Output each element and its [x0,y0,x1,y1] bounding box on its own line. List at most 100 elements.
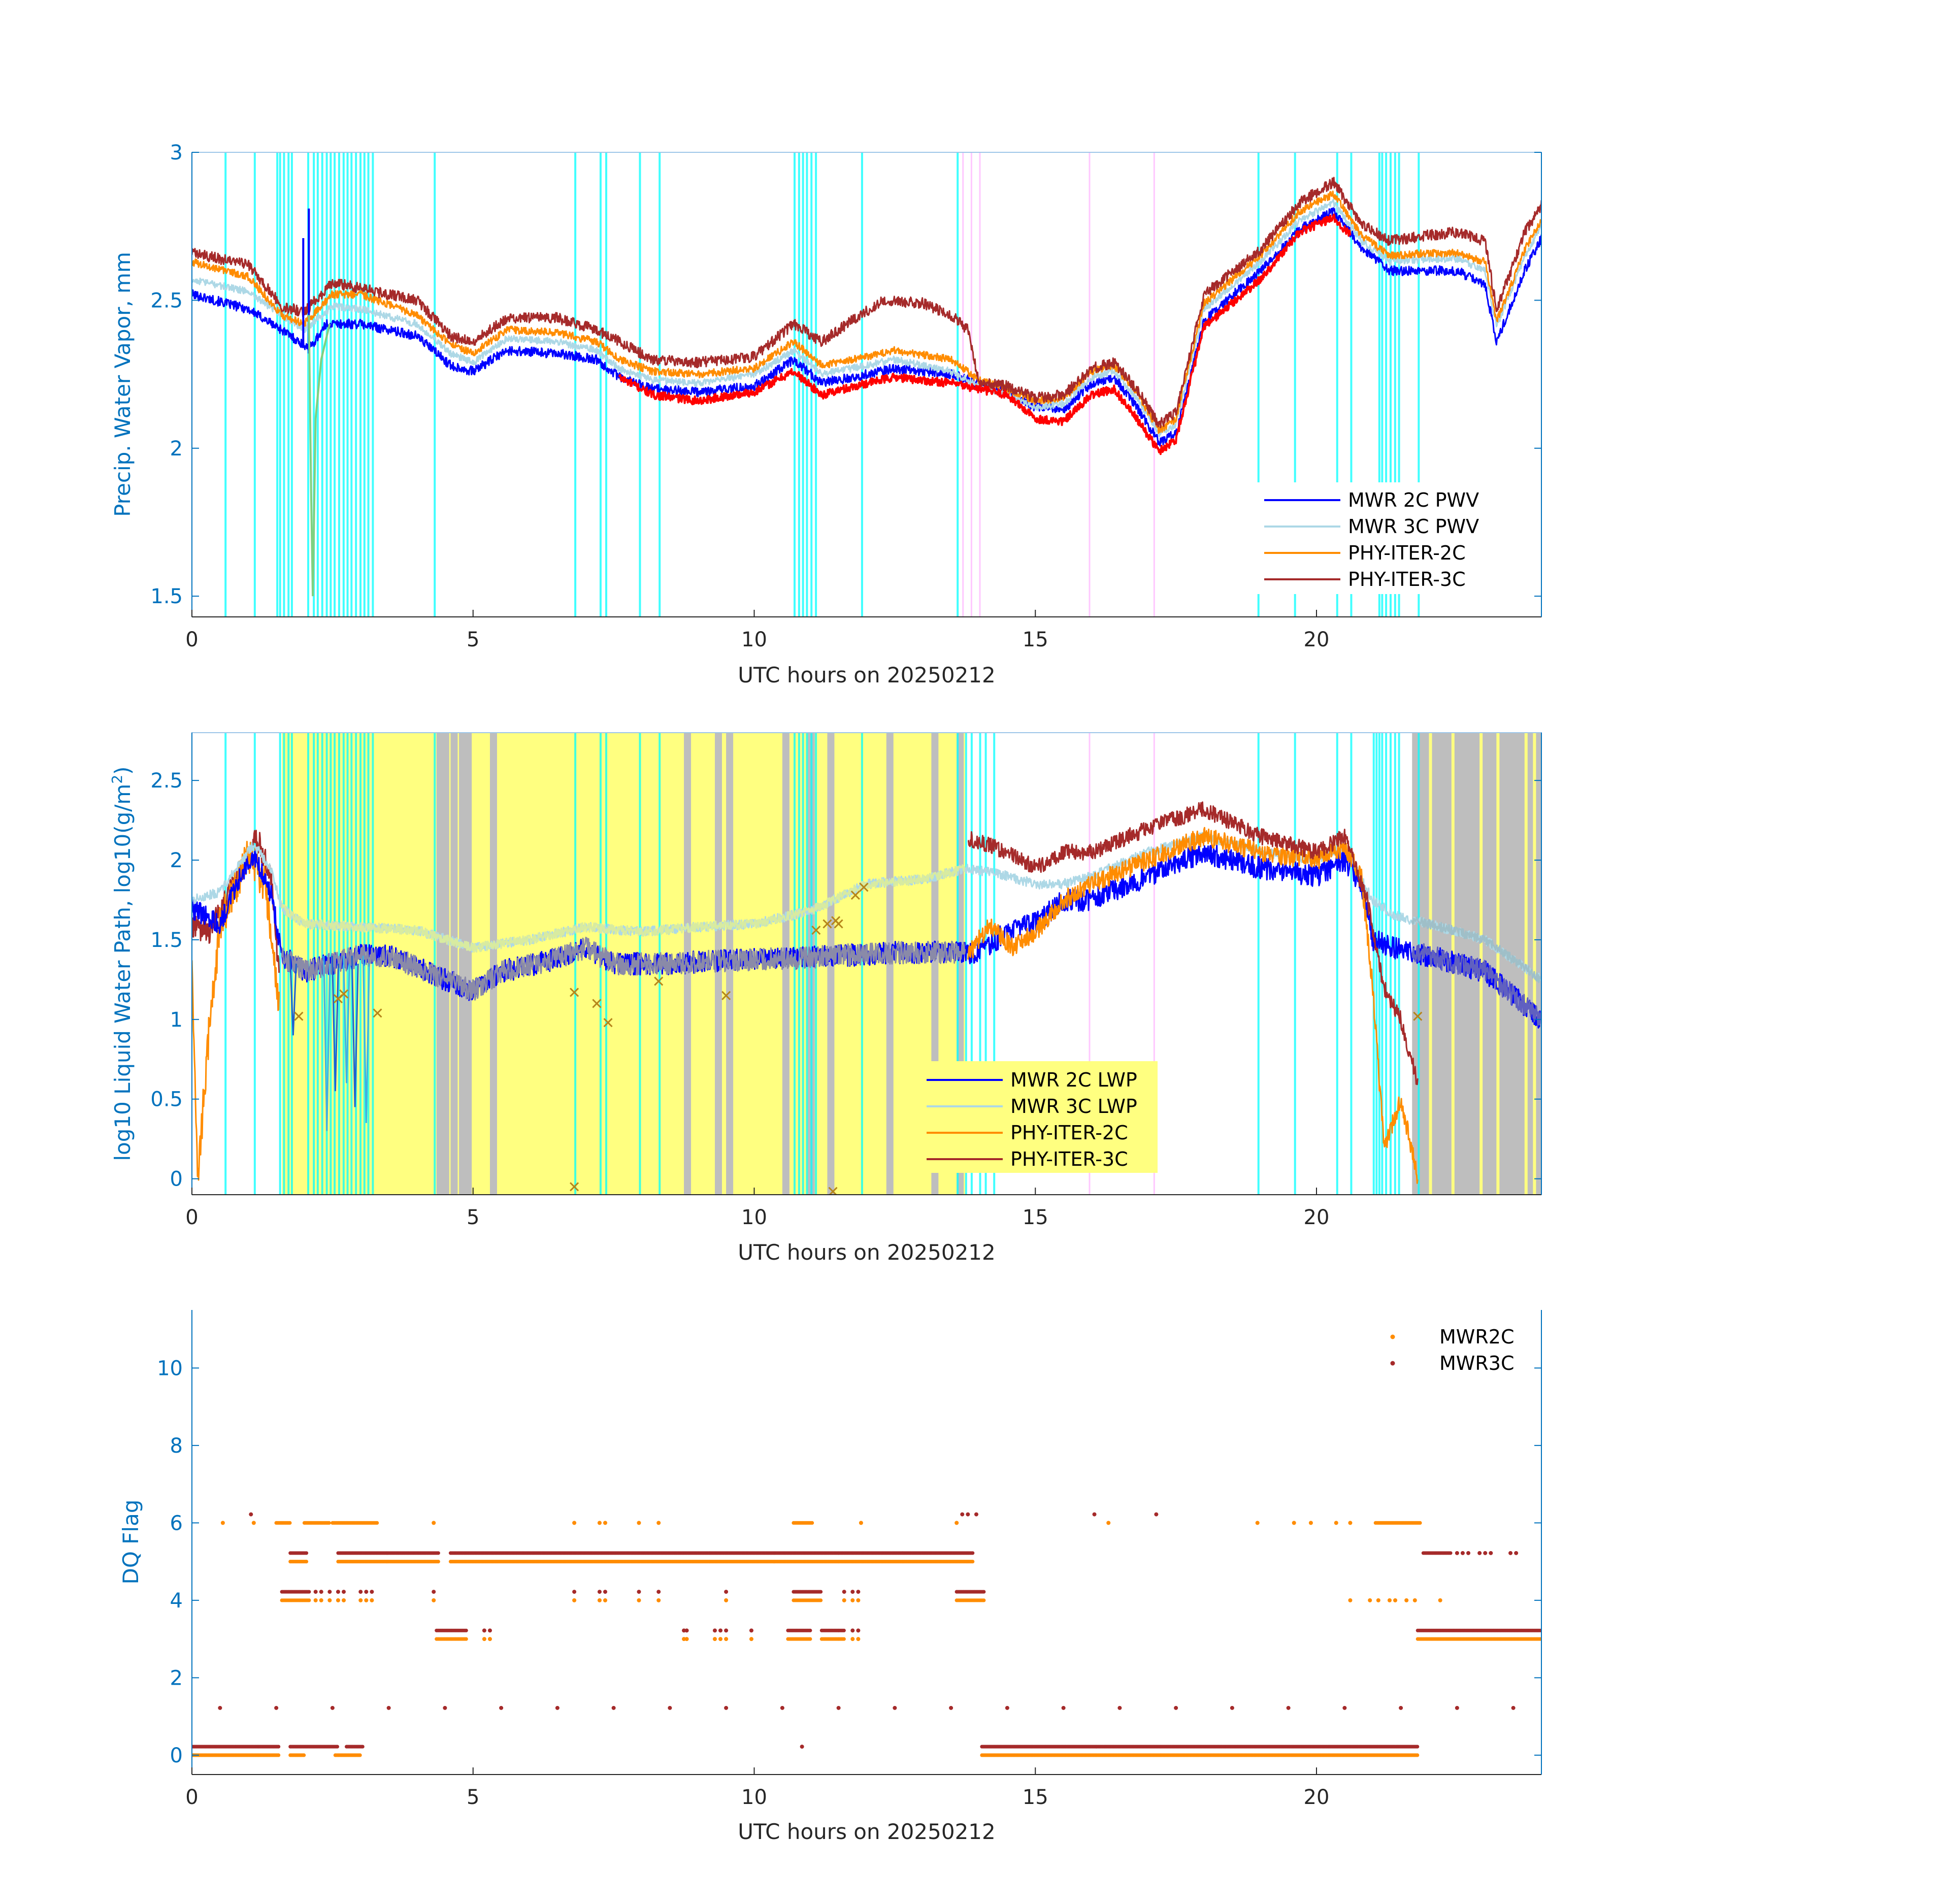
dq-point-mwr3c [1460,1551,1465,1555]
dq-point-mwr2c [487,1637,492,1642]
dq-point-mwr2c [572,1521,577,1525]
lwp-gray-stripe [459,733,467,1195]
dq-y-label: DQ Flag [118,1500,143,1585]
lwp-yellow-stripe [1533,733,1536,1195]
dq-point-mwr3c [360,1745,365,1749]
dq-point-mwr3c [718,1628,723,1633]
dq-legend-marker-mwr3c [1390,1361,1395,1366]
dq-point-mwr2c [436,1560,440,1564]
lwp-y-tick-label: 1.5 [150,929,183,952]
dq-point-mwr3c [336,1590,340,1594]
lwp-line-phy-iter-3c [967,801,1419,1086]
lwp-y-tick-label: 0 [170,1168,183,1191]
lwp-gray-stripe [465,733,472,1195]
pwv-cyan-stripe [798,152,800,617]
pwv-lines [192,177,1541,597]
dq-point-mwr3c [893,1705,897,1710]
dq-point-mwr3c [386,1705,391,1710]
pwv-x-tick-label: 10 [741,628,767,651]
lwp-y-tick-label: 2 [170,849,183,872]
dq-point-mwr2c [432,1598,436,1602]
dq-point-mwr2c [304,1560,309,1564]
pwv-x-tick-label: 0 [185,628,198,651]
pwv-cyan-stripe [367,152,370,617]
dq-point-mwr3c [364,1590,369,1594]
dq-point-mwr2c [749,1637,753,1642]
dq-point-mwr2c [603,1521,608,1525]
pwv-panel: 1.522.53 0 5 10 15 20 UTC hours on 20250212 … [110,141,1542,687]
pwv-line-phy-iter-3c [192,177,1541,429]
pwv-cyan-stripe [1294,152,1296,617]
lwp-cyan-stripe [1389,733,1392,1195]
dq-point-mwr2c [724,1637,729,1642]
dq-point-mwr2c [982,1598,986,1602]
dq-point-mwr3c [304,1551,309,1555]
lwp-cyan-stripe [957,733,959,1195]
lwp-x-marker [570,988,579,997]
dq-point-mwr3c [1154,1512,1159,1517]
pwv-x-ticks: 0 5 10 15 20 [185,610,1329,651]
dq-point-mwr3c [684,1628,689,1633]
dq-point-mwr2c [971,1560,975,1564]
lwp-x-marker [294,1011,304,1021]
lwp-x-marker [822,919,832,929]
dq-point-mwr2c [1404,1598,1409,1602]
lwp-flagged-line [1411,916,1541,983]
dq-point-mwr2c [684,1637,689,1642]
dq-point-mwr3c [971,1551,975,1555]
lwp-cyan-stripe [253,733,256,1195]
dq-point-mwr2c [432,1521,436,1525]
pwv-cyan-stripe [287,152,290,617]
lwp-cyan-stripe [434,733,436,1195]
dq-point-mwr2c [1292,1521,1296,1525]
lwp-panel: 0 0.5 1 1.5 2 2.5 0 5 10 15 20 UTC hours on 20250… [109,732,1542,1265]
lwp-cyan-stripe [359,733,362,1195]
lwp-cyan-stripe [965,733,967,1195]
pwv-cyan-stripe [1336,152,1338,617]
lwp-x-marker [859,882,869,892]
dq-point-mwr2c [342,1598,346,1602]
lwp-cyan-stripe [979,733,981,1195]
dq-point-mwr3c [1511,1705,1516,1710]
lwp-cyan-stripe [1336,733,1338,1195]
lwp-cyan-stripe [993,733,996,1195]
lwp-x-tick-label: 0 [185,1206,198,1229]
dq-y-tick-label: 2 [170,1666,183,1690]
dq-point-mwr2c [336,1598,340,1602]
pwv-legend-label-phy-iter-2c: PHY-ITER-2C [1348,542,1466,564]
pwv-y-tick-label: 3 [170,141,183,165]
dq-point-mwr2c [842,1598,846,1602]
dq-point-mwr2c [251,1521,256,1525]
lwp-cyan-stripe [1398,733,1400,1195]
dq-point-mwr3c [1342,1705,1347,1710]
lwp-cyan-stripe [1418,733,1420,1195]
lwp-x-tick-label: 10 [741,1206,767,1229]
dq-point-mwr3c [1117,1705,1122,1710]
lwp-x-marker [850,891,860,900]
dq-point-mwr3c [1005,1705,1009,1710]
dq-point-mwr2c [656,1521,661,1525]
lwp-cyan-stripe [1372,733,1375,1195]
dq-point-mwr3c [432,1590,436,1594]
dq-point-mwr3c [335,1745,340,1749]
pwv-cyan-stripe [346,152,349,617]
lwp-cyan-stripe [1394,733,1396,1195]
dq-legend: MWR2C MWR3C [1390,1326,1514,1374]
dq-point-mwr2c [712,1637,717,1642]
dq-y-tick-label: 6 [170,1512,183,1535]
lwp-y-label: log10 Liquid Water Path, log10(g/m2) [109,766,135,1161]
lwp-x-marker [570,1182,579,1192]
dq-point-mwr2c [718,1637,723,1642]
dq-point-mwr2c [313,1598,318,1602]
lwp-pink-stripe [1089,733,1091,1195]
dq-point-mwr3c [555,1705,559,1710]
dq-point-mwr2c [302,1753,306,1757]
dq-x-ticks: 0 5 10 15 20 [185,1767,1329,1809]
pwv-cyan-stripe [316,152,319,617]
dq-point-mwr2c [1416,1753,1420,1757]
dq-point-mwr3c [1455,1705,1459,1710]
dq-point-mwr2c [307,1598,311,1602]
dq-point-mwr3c [319,1590,323,1594]
pwv-line-mwr-3c-pwv [192,198,1541,438]
